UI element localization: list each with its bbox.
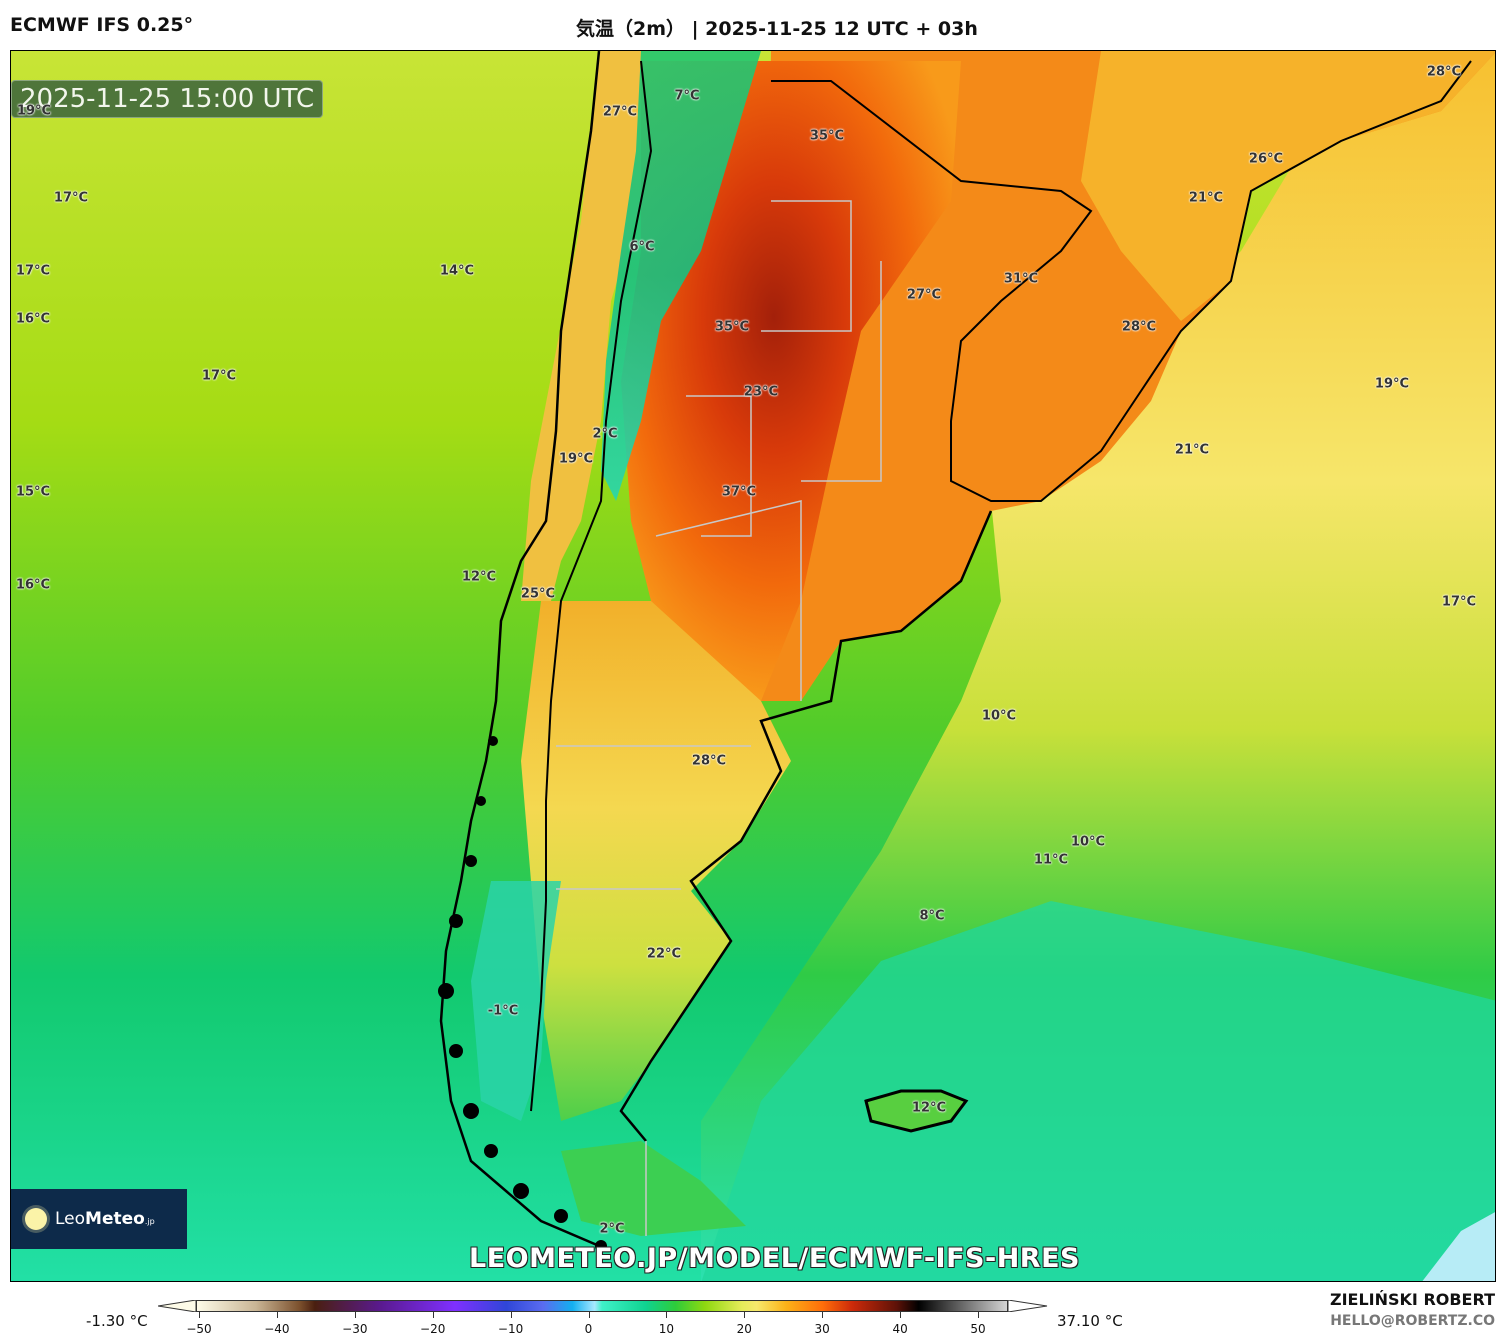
temperature-label: 16°C: [15, 577, 51, 593]
temperature-label: 10°C: [981, 708, 1017, 724]
temperature-label: 12°C: [461, 569, 497, 585]
colorbar-tick: [276, 1312, 278, 1318]
temperature-label: 10°C: [1070, 834, 1106, 850]
temperature-label: 14°C: [439, 263, 475, 279]
colorbar-tick-label: 20: [736, 1322, 752, 1336]
temperature-label: 21°C: [1188, 190, 1224, 206]
colorbar-tick-label: −20: [420, 1322, 446, 1336]
temperature-label: 28°C: [1426, 64, 1462, 80]
temperature-label: 25°C: [520, 586, 556, 602]
leometeo-logo: LeoMeteo.jp: [11, 1189, 187, 1249]
temperature-label: 17°C: [201, 368, 237, 384]
temperature-label: 31°C: [1003, 271, 1039, 287]
colorbar-min-label: -1.30 °C: [86, 1312, 148, 1330]
colorbar-under-arrow: [158, 1300, 197, 1312]
colorbar-tick: [354, 1312, 356, 1318]
colorbar-tick-label: −30: [342, 1322, 368, 1336]
colorbar-tick: [199, 1312, 200, 1318]
temperature-label: 19°C: [1374, 376, 1410, 392]
author-name: ZIELIŃSKI ROBERT: [1329, 1290, 1495, 1309]
temperature-label: 28°C: [691, 753, 727, 769]
colorbar-tick: [666, 1312, 668, 1318]
temperature-label: -1°C: [487, 1003, 519, 1019]
sun-icon: [25, 1208, 47, 1230]
temperature-label: 35°C: [809, 128, 845, 144]
colorbar-tick: [744, 1312, 746, 1318]
colorbar-tick: [510, 1312, 512, 1318]
colorbar-tick: [432, 1312, 434, 1318]
colorbar-tick: [900, 1312, 902, 1318]
temperature-map[interactable]: 2025-11-25 15:00 UTC 19°C 17°C 17°C 16°C 17°…: [10, 50, 1496, 1282]
temperature-label: 6°C: [629, 239, 655, 255]
temperature-label: 37°C: [721, 484, 757, 500]
colorbar: [196, 1300, 1008, 1312]
temperature-label: 16°C: [15, 311, 51, 327]
temperature-label: 2°C: [599, 1221, 625, 1237]
temperature-label: 27°C: [602, 104, 638, 120]
colorbar-tick-label: −50: [186, 1322, 212, 1336]
temperature-label: 23°C: [743, 384, 779, 400]
colorbar-tick-label: 10: [658, 1322, 675, 1336]
temperature-label: 11°C: [1033, 852, 1069, 868]
valid-time-badge: 2025-11-25 15:00 UTC: [11, 80, 324, 118]
temperature-label: 27°C: [906, 287, 942, 303]
colorbar-tick-label: −40: [264, 1322, 290, 1336]
temperature-label: 15°C: [15, 484, 51, 500]
temperature-label: 12°C: [911, 1100, 947, 1116]
logo-text: LeoMeteo.jp: [55, 1209, 155, 1229]
colorbar-tick-label: 50: [970, 1322, 986, 1336]
temperature-label: 2°C: [592, 426, 618, 442]
colorbar-tick-label: 30: [814, 1322, 830, 1336]
colorbar-tick: [822, 1312, 824, 1318]
temperature-label: 28°C: [1121, 319, 1157, 335]
temperature-label: 17°C: [15, 263, 51, 279]
temperature-label: 19°C: [16, 103, 52, 119]
colorbar-max-label: 37.10 °C: [1057, 1312, 1123, 1330]
model-title: ECMWF IFS 0.25°: [10, 14, 194, 36]
temperature-label: 35°C: [714, 319, 750, 335]
temperature-label: 22°C: [646, 946, 682, 962]
temperature-label: 17°C: [1441, 594, 1477, 610]
colorbar-tick: [978, 1312, 979, 1318]
temperature-label: 8°C: [919, 908, 945, 924]
colorbar-tick-label: 40: [892, 1322, 908, 1336]
author-email: HELLO@ROBERTZ.CO: [1330, 1313, 1495, 1329]
temperature-label: 21°C: [1174, 442, 1210, 458]
colorbar-tick-label: −10: [497, 1322, 524, 1336]
colorbar-tick-label: 0: [584, 1322, 593, 1336]
temperature-label: 19°C: [558, 451, 594, 467]
colorbar-over-arrow: [1007, 1300, 1048, 1312]
temperature-label: 7°C: [674, 88, 700, 104]
temperature-label: 17°C: [53, 190, 89, 206]
temperature-label: 26°C: [1248, 151, 1284, 167]
colorbar-tick: [588, 1312, 590, 1318]
map-fields: [11, 51, 1495, 1281]
watermark-url: LEOMETEO.JP/MODEL/ECMWF-IFS-HRES: [469, 1243, 1080, 1274]
chart-title: 気温（2m） | 2025-11-25 12 UTC + 03h: [576, 18, 978, 40]
